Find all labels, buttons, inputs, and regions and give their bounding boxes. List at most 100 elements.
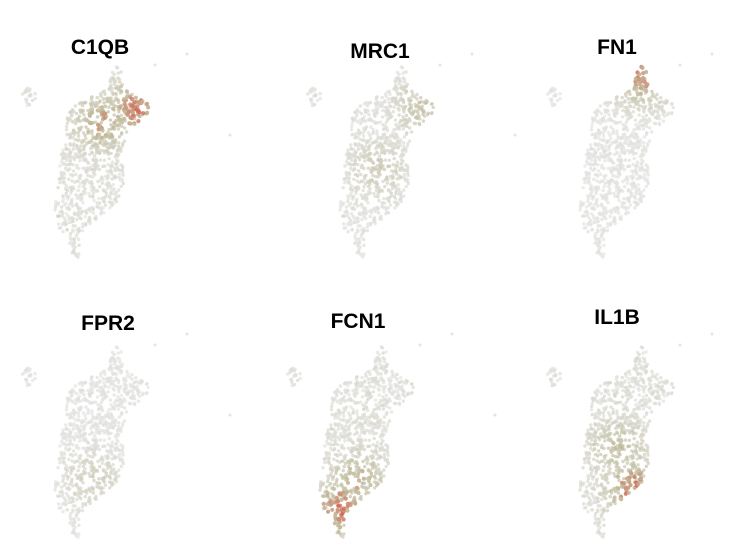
cell-point [397, 72, 401, 77]
cell-point [341, 411, 346, 415]
cell-point [326, 509, 331, 514]
cell-point [405, 120, 410, 125]
stray-cell-point [678, 63, 682, 67]
cell-point [64, 426, 68, 431]
cell-point [637, 192, 641, 196]
cell-point [401, 98, 405, 102]
cell-point [383, 184, 387, 189]
cell-point [365, 103, 370, 108]
cell-point [385, 175, 389, 179]
stray-cell-point [228, 413, 232, 417]
cell-point [402, 188, 406, 192]
cell-point [586, 148, 590, 152]
cell-point [592, 177, 596, 181]
cell-point [85, 449, 89, 453]
cell-point [72, 142, 76, 146]
cell-point [71, 509, 75, 514]
cell-point [382, 448, 386, 452]
cell-point [70, 197, 74, 201]
cell-point [144, 382, 149, 386]
cell-point [337, 422, 341, 426]
cell-point [99, 120, 104, 125]
cell-point [625, 181, 629, 185]
cell-point [608, 133, 612, 138]
cell-point [114, 162, 119, 166]
cell-point [651, 92, 655, 96]
cell-point [391, 162, 395, 167]
cell-point [615, 132, 619, 136]
cell-point [58, 214, 62, 218]
cell-point [395, 377, 399, 381]
cell-point [115, 403, 120, 407]
cell-point [100, 181, 105, 185]
cell-point [90, 129, 94, 133]
cell-point [106, 175, 110, 180]
cell-point [93, 469, 97, 473]
cell-point [105, 193, 109, 198]
cell-point [613, 108, 618, 112]
cell-point [581, 201, 586, 205]
cell-point [92, 167, 97, 172]
cell-point [89, 426, 93, 431]
cell-point [633, 96, 637, 101]
cell-point [654, 122, 658, 126]
cell-point [53, 485, 58, 489]
cell-point [101, 390, 106, 395]
cell-point [615, 206, 619, 210]
cell-point [68, 186, 72, 190]
cell-point [113, 154, 118, 159]
cell-point [344, 226, 348, 230]
cell-point [596, 169, 601, 173]
cell-point [642, 80, 647, 85]
cell-point [370, 377, 375, 381]
cell-point [285, 372, 290, 376]
cell-point [632, 156, 636, 161]
cell-point [353, 150, 357, 155]
cell-point [394, 402, 398, 406]
cell-point [77, 102, 82, 106]
cell-point [386, 461, 391, 466]
cell-point [358, 384, 362, 389]
cell-point [84, 211, 89, 215]
cell-point [384, 364, 388, 369]
cell-point [93, 400, 98, 404]
cell-point [610, 178, 614, 183]
cell-point [602, 150, 606, 154]
cell-point [27, 369, 31, 373]
cell-point [637, 174, 641, 178]
feature-plot-fpr2 [20, 332, 232, 539]
cell-point [69, 201, 74, 205]
cell-point [71, 147, 75, 151]
cell-point [310, 103, 314, 108]
cell-point [88, 194, 92, 198]
cell-point [72, 250, 76, 255]
cell-point [342, 430, 346, 434]
cell-point [372, 119, 376, 124]
cell-point [344, 420, 349, 424]
cell-point [81, 108, 85, 112]
cell-point [88, 209, 93, 214]
cell-point [111, 463, 115, 467]
cell-point [109, 102, 113, 106]
cell-point [355, 112, 359, 117]
cell-point [113, 166, 118, 170]
cell-point [321, 481, 326, 485]
cell-point [619, 135, 623, 140]
cell-point [53, 205, 58, 209]
cell-point [353, 142, 357, 146]
cell-point [361, 237, 366, 242]
cell-point [112, 82, 116, 86]
cell-point [112, 72, 116, 77]
cell-point [109, 357, 113, 361]
cell-point [348, 155, 352, 159]
cell-point [350, 152, 354, 156]
cell-point [381, 179, 385, 184]
cell-point [402, 194, 406, 198]
cell-point [414, 122, 418, 126]
cell-point [385, 128, 390, 133]
cell-point [637, 189, 641, 193]
cell-point [628, 104, 632, 108]
cell-point [120, 404, 124, 409]
cell-point [68, 430, 72, 435]
cell-point [614, 146, 618, 151]
